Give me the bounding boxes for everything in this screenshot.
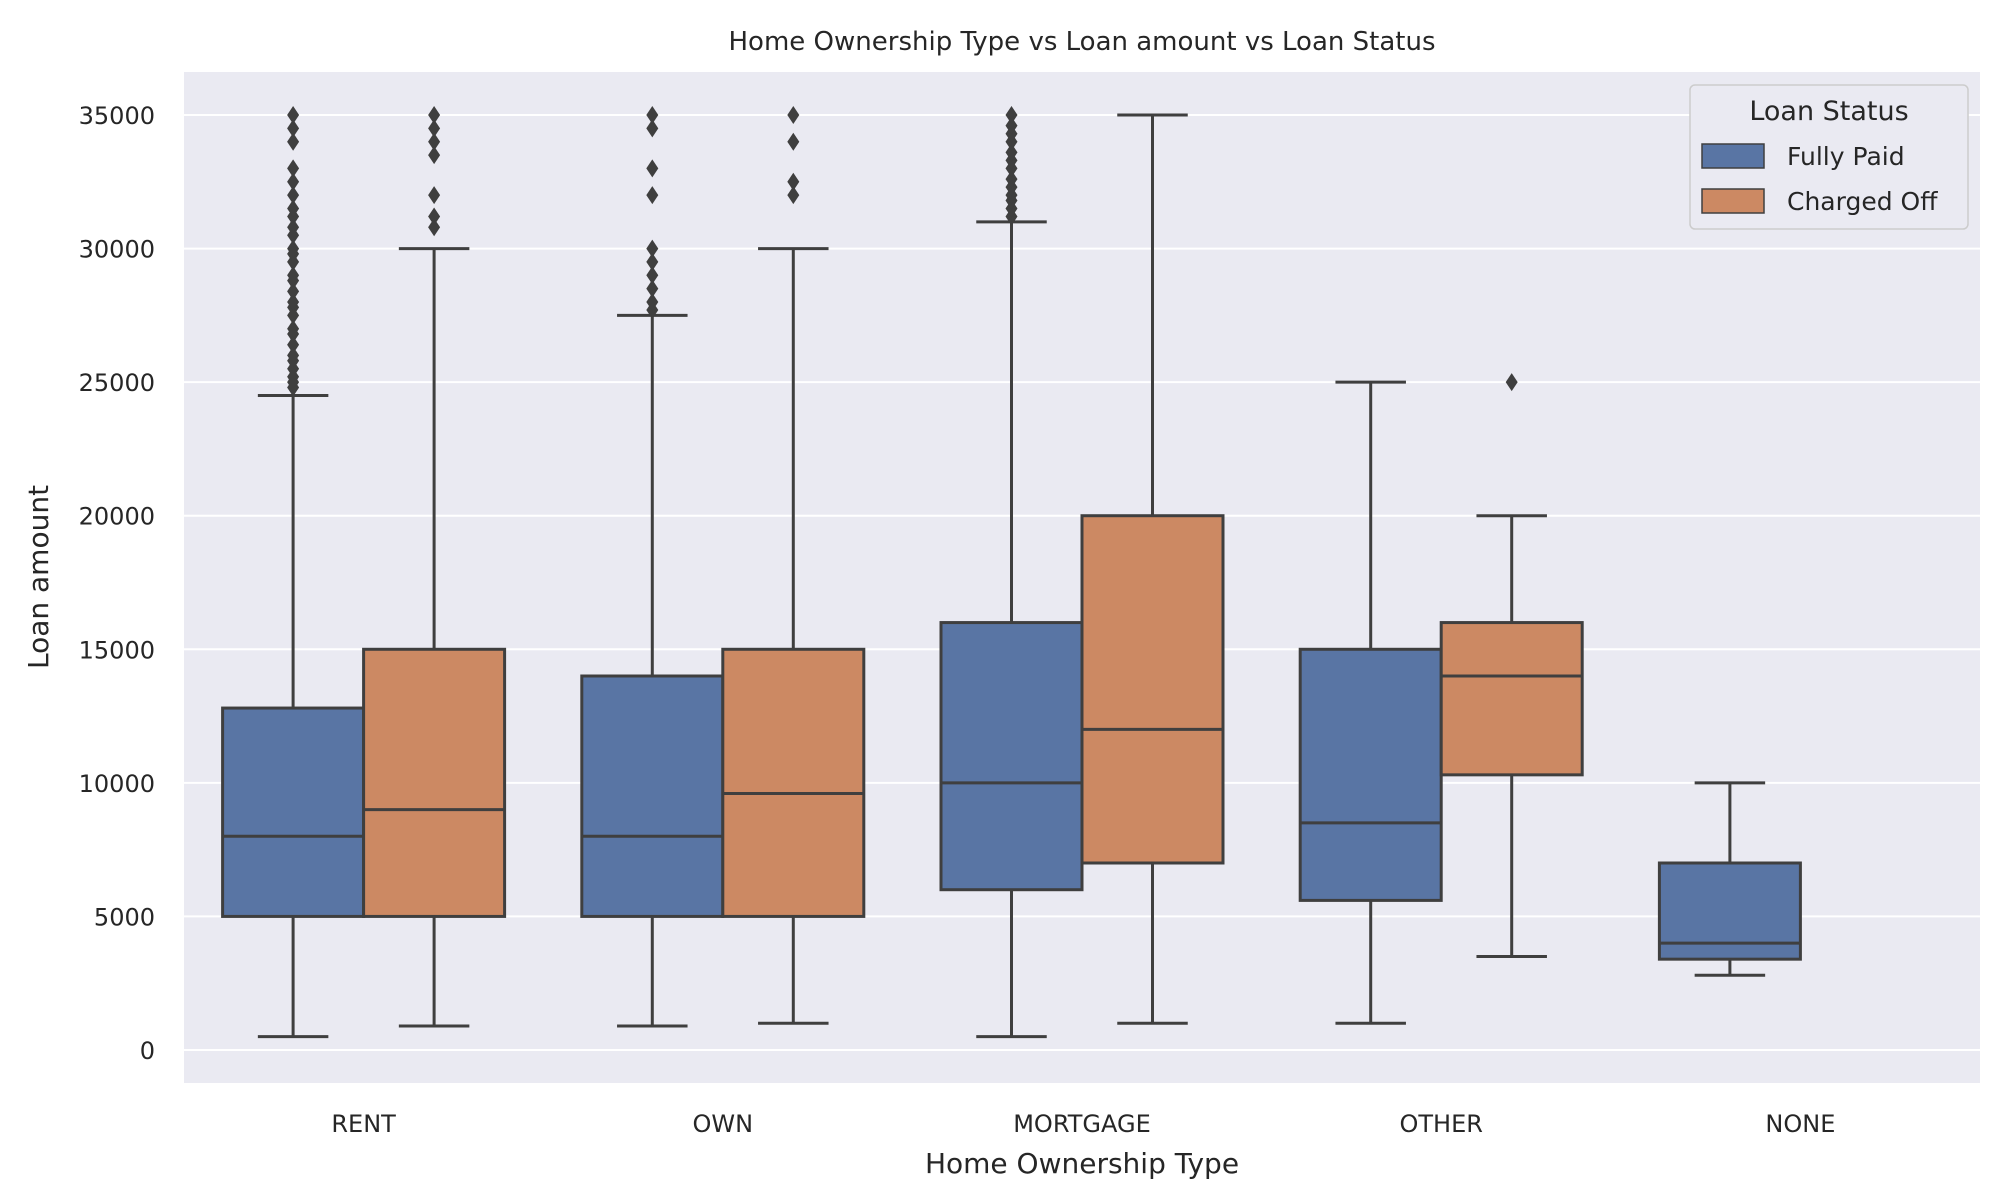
- outlier-point: [1005, 170, 1018, 189]
- outlier-point: [787, 132, 800, 151]
- box-rent-fully-paid: [221, 106, 366, 1039]
- y-tick-label: 30000: [79, 236, 155, 264]
- interquartile-box: [1298, 647, 1443, 902]
- outlier-point: [646, 159, 659, 178]
- interquartile-box: [939, 621, 1084, 892]
- legend-label-charged-off: Charged Off: [1787, 187, 1938, 216]
- outlier-point: [646, 252, 659, 271]
- x-axis-label: Home Ownership Type: [925, 1147, 1239, 1180]
- x-tick-label-other: OTHER: [1399, 1110, 1482, 1138]
- outlier-point: [428, 132, 441, 151]
- x-tick-label-own: OWN: [693, 1110, 754, 1138]
- outlier-point: [287, 106, 300, 124]
- interquartile-box: [721, 647, 866, 918]
- outlier-point: [428, 146, 441, 165]
- legend-title: Loan Status: [1749, 96, 1908, 127]
- legend-label-fully-paid: Fully Paid: [1787, 142, 1905, 171]
- box-rent-charged-off: [362, 106, 507, 1028]
- x-tick-labels: RENT OWN MORTGAGE OTHER NONE: [331, 1110, 1835, 1138]
- y-tick-label: 35000: [79, 102, 155, 130]
- outlier-point: [287, 199, 300, 218]
- outlier-point: [287, 335, 300, 354]
- outlier-point: [287, 119, 300, 138]
- interquartile-box: [221, 706, 366, 918]
- outlier-point: [787, 186, 800, 205]
- outlier-point: [646, 119, 659, 138]
- outlier-point: [428, 106, 441, 124]
- interquartile-box: [580, 674, 725, 918]
- outlier-point: [787, 106, 800, 124]
- outlier-point: [428, 207, 441, 226]
- y-tick-label: 10000: [79, 770, 155, 798]
- interquartile-box: [362, 647, 507, 918]
- y-axis-label: Loan amount: [22, 485, 55, 669]
- box-own-fully-paid: [580, 106, 725, 1028]
- outlier-point: [1005, 106, 1018, 124]
- outlier-point: [287, 186, 300, 205]
- outlier-point: [287, 346, 300, 365]
- outlier-point: [287, 282, 300, 301]
- outlier-point: [428, 119, 441, 138]
- outlier-point: [646, 106, 659, 124]
- x-tick-label-rent: RENT: [331, 1110, 396, 1138]
- outlier-point: [646, 186, 659, 205]
- y-tick-label: 25000: [79, 369, 155, 397]
- box-other-charged-off: [1439, 373, 1584, 958]
- x-tick-label-none: NONE: [1765, 1110, 1835, 1138]
- outlier-point: [1505, 373, 1518, 392]
- outlier-point: [287, 293, 300, 311]
- interquartile-box: [1080, 514, 1225, 865]
- box-other-fully-paid: [1298, 380, 1443, 1025]
- outlier-point: [287, 172, 300, 191]
- y-tick-label: 5000: [94, 903, 155, 931]
- outlier-point: [428, 186, 441, 205]
- outlier-point: [646, 279, 659, 298]
- chart-title: Home Ownership Type vs Loan amount vs Lo…: [729, 27, 1436, 57]
- box-none-fully-paid: [1657, 781, 1802, 977]
- interquartile-box: [1439, 621, 1584, 777]
- outlier-point: [1005, 143, 1018, 162]
- interquartile-box: [1657, 861, 1802, 961]
- outlier-point: [287, 239, 300, 258]
- y-tick-label: 15000: [79, 636, 155, 664]
- legend: Loan Status Fully Paid Charged Off: [1689, 84, 1969, 230]
- outlier-point: [428, 218, 441, 237]
- outlier-point: [646, 266, 659, 285]
- y-tick-labels: 0 5000 10000 15000 20000 25000 30000 35000: [79, 102, 155, 1065]
- legend-swatch-charged-off: [1701, 188, 1765, 214]
- outlier-point: [646, 239, 659, 258]
- box-mortgage-charged-off: [1080, 113, 1225, 1025]
- y-tick-label: 0: [140, 1037, 155, 1065]
- outlier-point: [287, 159, 300, 178]
- box-own-charged-off: [721, 106, 866, 1025]
- legend-swatch-fully-paid: [1701, 143, 1765, 169]
- outlier-point: [287, 132, 300, 151]
- outlier-point: [787, 172, 800, 191]
- x-tick-label-mortgage: MORTGAGE: [1013, 1110, 1151, 1138]
- y-tick-label: 20000: [79, 503, 155, 531]
- box-mortgage-fully-paid: [939, 106, 1084, 1039]
- outlier-point: [646, 293, 659, 311]
- outlier-point: [287, 319, 300, 338]
- outlier-point: [287, 266, 300, 285]
- outlier-point: [287, 218, 300, 237]
- outlier-point: [1005, 116, 1018, 135]
- boxes: [221, 106, 1802, 1039]
